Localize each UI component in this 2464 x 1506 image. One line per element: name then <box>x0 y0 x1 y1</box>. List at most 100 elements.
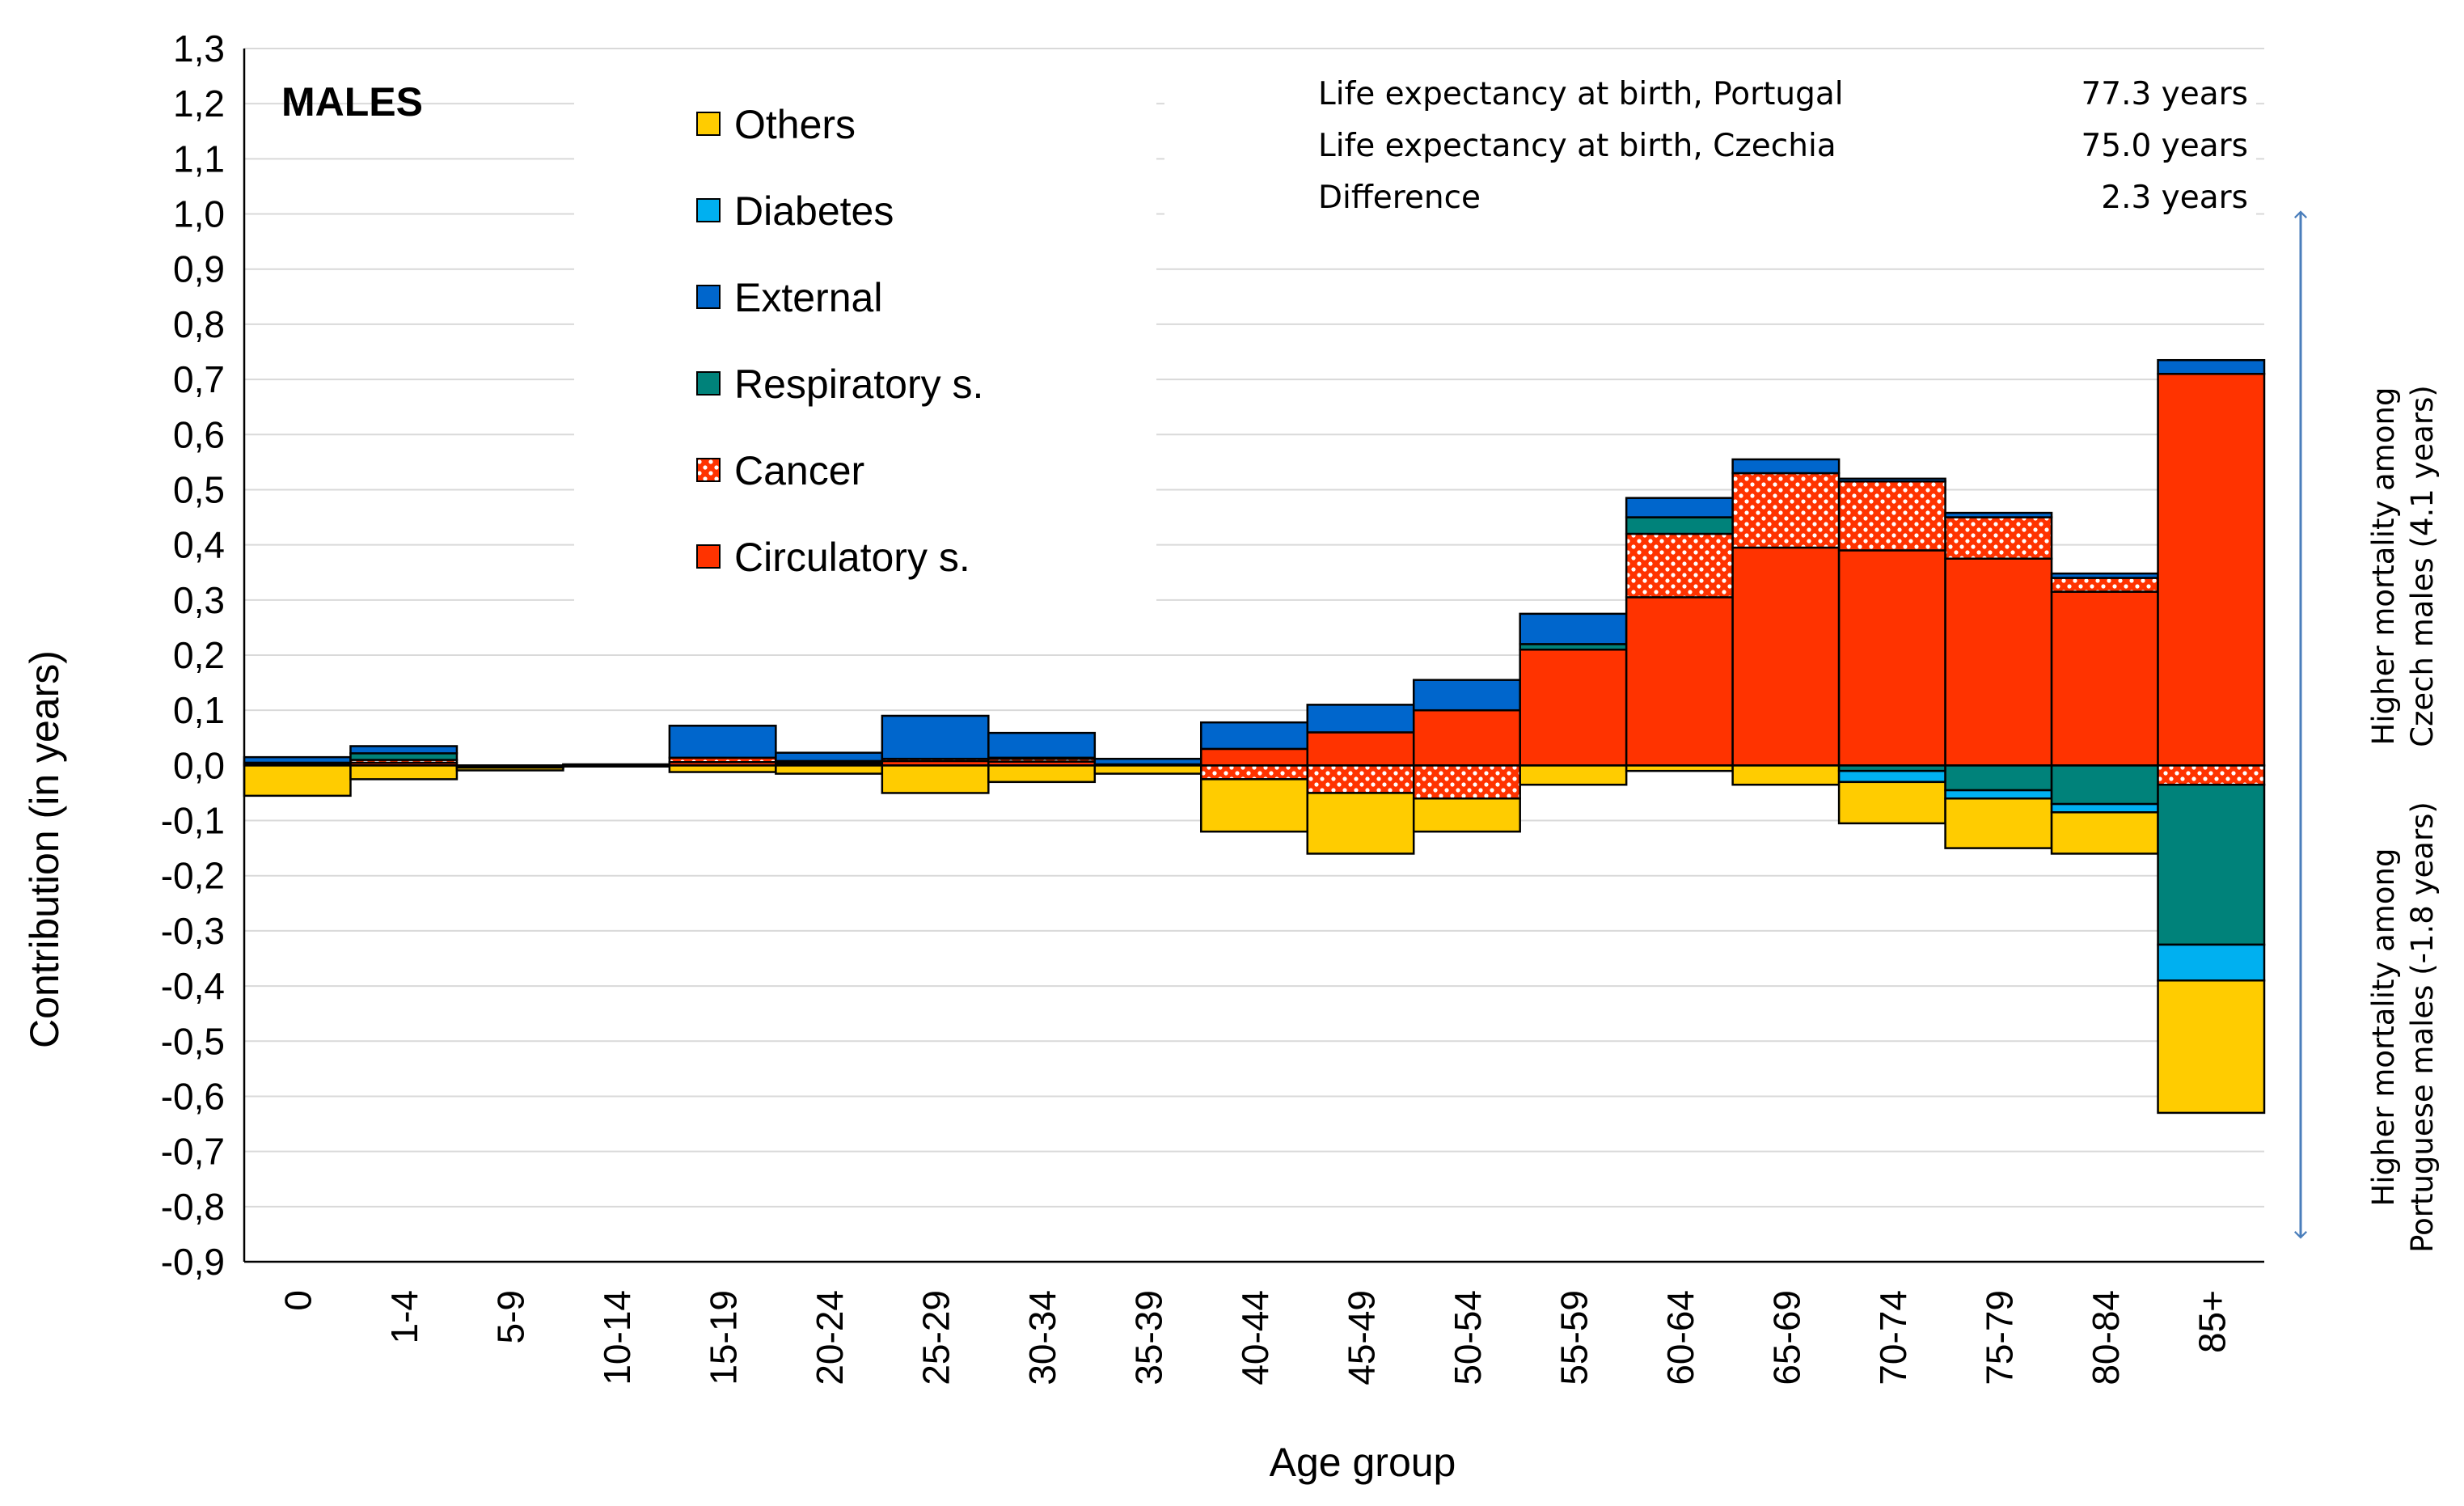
bar-circulatory-s-55-59 <box>1519 648 1628 767</box>
bar-cancer-75-79 <box>1944 516 2053 560</box>
x-tick-label: 40-44 <box>1234 1290 1276 1385</box>
bar-external-65-69 <box>1731 458 1841 475</box>
x-tick-label: 5-9 <box>490 1290 532 1343</box>
bar-diabetes-70-74 <box>1837 769 1946 784</box>
bar-circulatory-s-60-64 <box>1625 596 1734 767</box>
bar-external-85 <box>2157 358 2266 375</box>
x-tick-label: 0 <box>277 1290 319 1311</box>
axes <box>243 49 2264 1263</box>
bar-external-45-49 <box>1306 704 1415 734</box>
bar-external-20-24 <box>775 751 884 763</box>
info-background <box>1164 65 2256 226</box>
bar-external-40-44 <box>1200 721 1308 751</box>
x-tick-label: 30-34 <box>1021 1290 1063 1385</box>
legend-swatch-respiratory-s <box>696 371 721 396</box>
bar-cancer-60-64 <box>1625 532 1734 599</box>
bar-others-70-74 <box>1837 780 1946 825</box>
bar-others-65-69 <box>1731 764 1841 786</box>
bar-circulatory-s-70-74 <box>1837 549 1946 767</box>
bar-respiratory-s-85 <box>2157 783 2266 946</box>
x-tick-label: 85+ <box>2191 1290 2233 1353</box>
legend-label-cancer: Cancer <box>734 448 864 493</box>
annotation-upper-line2: Czech males (4.1 years) <box>2405 385 2440 747</box>
y-tick-label: -0,6 <box>161 1075 225 1117</box>
y-tick-label: 0,2 <box>173 634 225 676</box>
x-tick-label: 60-64 <box>1659 1290 1701 1385</box>
y-tick-label: -0,1 <box>161 800 225 842</box>
y-tick-label: 1,0 <box>173 193 225 235</box>
bar-circulatory-s-65-69 <box>1731 546 1841 767</box>
y-tick-label: 0,0 <box>173 744 225 786</box>
bar-diabetes-75-79 <box>1944 789 2053 800</box>
info-label: Life expectancy at birth, Portugal <box>1318 76 1844 112</box>
x-tick-label: 35-39 <box>1128 1290 1170 1385</box>
y-tick-label: 0,5 <box>173 468 225 510</box>
bar-cancer-80-84 <box>2050 577 2159 593</box>
x-tick-label: 25-29 <box>915 1290 957 1385</box>
bar-respiratory-s-80-84 <box>2050 764 2159 806</box>
bar-diabetes-85 <box>2157 943 2266 982</box>
x-tick-labels: 0 1-4 5-9 10-14 15-19 20-24 25-29 30-34 35-39 40-… <box>277 1290 2234 1385</box>
bar-cancer-40-44 <box>1200 764 1308 780</box>
bar-external-35-39 <box>1093 757 1202 766</box>
info-box: Life expectancy at birth, Portugal 77.3 y… <box>1164 65 2256 226</box>
legend-swatch-circulatory-s <box>696 544 721 569</box>
annotation-lower-line1: Higher mortality among <box>2366 848 2401 1207</box>
bar-cancer-85 <box>2157 764 2266 786</box>
bar-circulatory-s-45-49 <box>1306 731 1415 767</box>
bar-external-70-74 <box>1837 477 1946 483</box>
x-tick-label: 70-74 <box>1872 1290 1914 1385</box>
x-tick-label: 45-49 <box>1340 1290 1382 1385</box>
bar-others-40-44 <box>1200 778 1308 833</box>
bar-external-60-64 <box>1625 497 1734 518</box>
bar-segments <box>243 358 2266 1115</box>
y-tick-label: -0,8 <box>161 1186 225 1228</box>
bar-external-55-59 <box>1519 612 1628 645</box>
y-tick-label: 0,3 <box>173 579 225 621</box>
legend-label-others: Others <box>734 102 856 147</box>
info-label: Difference <box>1318 180 1481 216</box>
y-tick-label: 0,6 <box>173 413 225 455</box>
legend-label-external: External <box>734 275 882 320</box>
x-tick-label: 55-59 <box>1553 1290 1595 1385</box>
x-tick-label: 1-4 <box>383 1290 425 1343</box>
y-tick-label: -0,2 <box>161 855 225 897</box>
x-axis-title: Age group <box>1270 1440 1456 1485</box>
bar-others-1-4 <box>349 764 459 780</box>
info-value: 77.3 years <box>2081 76 2248 112</box>
bar-others-30-34 <box>987 764 1097 784</box>
x-tick-label: 50-54 <box>1447 1290 1489 1385</box>
legend-swatch-cancer <box>696 458 721 482</box>
bar-respiratory-s-60-64 <box>1625 516 1734 535</box>
bar-circulatory-s-85 <box>2157 373 2266 767</box>
bar-circulatory-s-80-84 <box>2050 590 2159 767</box>
y-tick-label: 1,1 <box>173 137 225 180</box>
legend-label-respiratory-s: Respiratory s. <box>734 362 983 407</box>
legend-background <box>574 93 1156 603</box>
annotation-upper-line1: Higher mortality among <box>2366 387 2401 746</box>
bar-external-75-79 <box>1944 511 2053 518</box>
bar-external-30-34 <box>987 731 1097 759</box>
panel-label: MALES <box>281 79 423 125</box>
legend-swatch-external <box>696 285 721 309</box>
y-tick-label: 0,9 <box>173 248 225 290</box>
bar-others-45-49 <box>1306 792 1415 855</box>
y-tick-label: 0,4 <box>173 524 225 566</box>
bar-external-25-29 <box>881 714 990 760</box>
bar-others-55-59 <box>1519 764 1628 786</box>
y-tick-label: -0,9 <box>161 1241 225 1283</box>
y-tick-label: -0,5 <box>161 1020 225 1062</box>
bar-circulatory-s-40-44 <box>1200 747 1308 767</box>
annotation-lower-line2: Portuguese males (-1.8 years) <box>2405 802 2440 1253</box>
x-tick-label: 20-24 <box>809 1290 851 1385</box>
info-value: 2.3 years <box>2101 180 2248 216</box>
bar-respiratory-s-75-79 <box>1944 764 2053 792</box>
bar-others-75-79 <box>1944 797 2053 849</box>
bar-others-5-9 <box>455 766 564 772</box>
y-tick-label: 0,1 <box>173 689 225 731</box>
bar-external-15-19 <box>668 725 777 759</box>
bar-external-0 <box>243 755 352 764</box>
bar-external-1-4 <box>349 745 459 755</box>
bar-cancer-45-49 <box>1306 764 1415 794</box>
